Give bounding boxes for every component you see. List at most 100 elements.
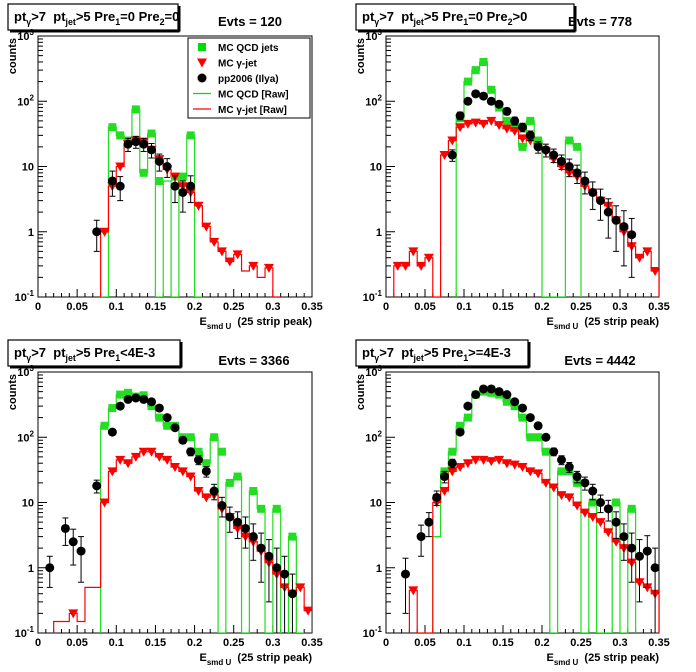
mc-gamma-point [68,609,79,619]
y-tick-label: 10-1 [15,289,35,304]
mc-qcd-point [186,433,195,442]
pp2006-point [248,532,258,542]
y-tick-label: 10-1 [363,625,383,640]
mc-qcd-point [116,131,125,140]
chart-panel-2: ptγ>7 ptjet>5 Pre1=0 Pre2>0 Evts = 778 0 0.… [355,3,670,331]
pp2006-point [131,137,141,147]
mc-gamma-point [193,487,204,497]
y-axis-label: counts [7,38,19,74]
mc-gamma-point [572,501,583,511]
x-axis-label: Esmd U (25 strip peak) [200,316,313,331]
mc-gamma-point [170,462,180,472]
panel-title: ptγ>7 ptjet>5 Pre1=0 Pre2>0 [362,9,527,27]
x-tick-label: 0.35 [648,637,669,649]
pp2006-point [549,447,559,457]
pp2006-point [45,563,55,573]
pp2006-point [107,427,117,437]
mc-qcd-point [233,472,242,481]
mc-qcd-point [471,66,480,75]
y-tick-label: 1 [28,563,34,575]
mc-qcd-point [210,433,219,442]
mc-gamma-point [248,261,259,271]
pp2006-point [147,145,157,155]
mc-gamma-point [193,201,204,211]
legend-square-marker [198,43,206,51]
pp2006-point [272,563,282,573]
pp2006-point [154,156,164,166]
x-tick-label: 0.05 [414,301,435,313]
plot-area [401,384,659,633]
pp2006-point [603,207,613,217]
mc-qcd-point [257,504,266,513]
x-tick-label: 0.3 [612,301,627,313]
x-tick-label: 0.3 [265,637,280,649]
y-axis-label: counts [7,374,19,410]
mc-qcd-point [108,404,117,413]
mc-gamma-point [494,455,505,465]
mc-gamma-point [423,253,434,263]
pp2006-point [170,423,180,433]
x-tick-label: 0.15 [145,637,166,649]
pp2006-point [588,486,598,496]
x-tick-label: 0.1 [456,301,471,313]
pp2006-point [233,517,243,527]
mc-qcd-point [526,433,535,442]
mc-gamma-point [470,118,481,128]
title-box [7,339,181,367]
x-tick-label: 0.2 [187,637,202,649]
pp2006-point [440,472,449,482]
mc-gamma-point [408,586,419,596]
pp2006-point [580,176,590,186]
mc-gamma-point [587,512,598,522]
mc-gamma-point [201,222,212,232]
mc-gamma-point [216,247,227,257]
x-tick-label: 0.2 [534,637,549,649]
mc-gamma-point [548,483,559,493]
mc-qcd-point [487,85,496,94]
y-tick-label: 103 [365,364,382,379]
x-axis-label: Esmd U (25 strip peak) [547,652,660,667]
pp2006-point [115,181,125,191]
x-tick-label: 0 [383,637,389,649]
mc-qcd-point [526,116,535,125]
y-tick-label: 103 [17,28,34,43]
x-tick-label: 0 [35,637,41,649]
mc-gamma-point [447,136,458,146]
mc-gamma-point [115,162,126,172]
pp2006-point [463,401,473,411]
mc-gamma-point [130,452,141,462]
mc-gamma-point [509,460,520,470]
y-tick-label: 10 [370,498,382,510]
mc-qcd-point [116,390,125,399]
pp2006-point [502,106,512,116]
mc-qcd-point [534,433,543,442]
pp2006-point [533,142,543,152]
mc-gamma-point [455,123,466,133]
mc-gamma-point [494,121,505,131]
y-tick-label: 1 [376,227,382,239]
pp2006-point [154,403,164,413]
raw-step-gamma [100,139,281,297]
mc-qcd-point [249,487,258,496]
pp2006-point [502,390,512,400]
mc-qcd-point [456,421,465,430]
pp2006-point [131,393,141,403]
mc-qcd-point [627,504,636,513]
mc-gamma-point [295,583,306,593]
x-tick-label: 0.25 [223,301,244,313]
title-box [7,3,179,31]
title-box [355,339,529,367]
pp2006-point [518,122,527,132]
mc-gamma-point [99,227,110,237]
pp2006-point [162,162,172,171]
mc-qcd-point [463,77,472,86]
pp2006-point [596,196,605,206]
mc-qcd-point [194,447,203,456]
pp2006-point [60,523,70,533]
x-tick-label: 0.1 [109,301,124,313]
pp2006-point [525,130,535,140]
pp2006-point [564,462,574,472]
mc-gamma-point [115,455,126,465]
pp2006-point [627,543,637,553]
mc-gamma-point [517,134,528,144]
